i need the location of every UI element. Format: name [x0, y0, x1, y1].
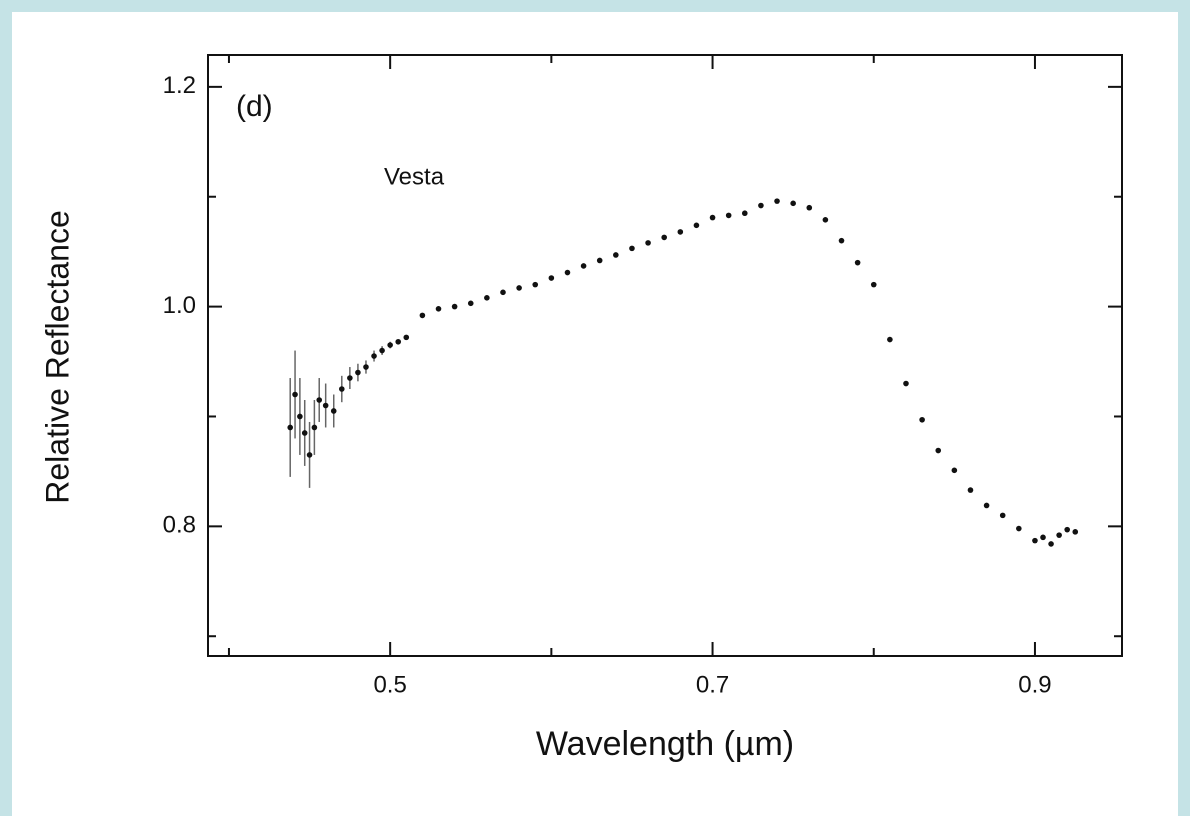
x-tick-label: 0.5	[373, 671, 406, 698]
data-point	[870, 281, 877, 288]
data-point	[725, 212, 732, 219]
data-point	[983, 502, 990, 509]
data-point	[596, 257, 603, 264]
data-point	[951, 467, 958, 474]
data-point	[967, 487, 974, 493]
x-axis-label: Wavelength (µm)	[536, 725, 794, 763]
data-point	[709, 214, 716, 221]
y-tick-label: 1.2	[163, 72, 196, 99]
data-point	[355, 369, 361, 376]
data-point	[919, 416, 925, 423]
data-point	[500, 289, 506, 296]
data-point	[1040, 534, 1046, 541]
data-point	[297, 413, 303, 420]
data-point	[758, 202, 764, 209]
data-point	[371, 353, 377, 359]
data-point	[693, 222, 700, 229]
data-point	[1016, 525, 1022, 532]
y-axis-label: Relative Reflectance	[39, 210, 75, 503]
data-point	[887, 336, 893, 343]
data-point	[1072, 529, 1079, 535]
data-point	[935, 447, 942, 454]
y-tick-label: 0.8	[163, 512, 196, 539]
data-point	[677, 229, 684, 235]
data-point	[287, 424, 294, 431]
data-point	[645, 240, 651, 246]
x-tick-label: 0.9	[1018, 671, 1051, 698]
data-point	[363, 364, 369, 370]
data-point	[322, 402, 329, 409]
data-point	[564, 269, 571, 276]
data-point	[435, 306, 442, 312]
data-point	[395, 338, 402, 345]
data-point	[774, 198, 780, 204]
data-point	[306, 452, 313, 458]
data-point	[379, 347, 385, 354]
data-point	[316, 397, 323, 403]
data-point	[613, 252, 619, 258]
data-point	[854, 259, 861, 266]
panel	[12, 12, 1178, 816]
data-point	[292, 391, 298, 398]
data-point	[311, 424, 318, 431]
data-point	[790, 200, 796, 207]
data-point	[338, 386, 345, 392]
data-point	[301, 430, 308, 436]
data-point	[532, 281, 539, 288]
data-point	[580, 263, 587, 269]
data-point	[467, 300, 474, 307]
data-point	[403, 334, 410, 341]
data-point	[822, 217, 829, 223]
data-point	[451, 303, 458, 310]
data-point	[548, 275, 555, 281]
annotation: Vesta	[384, 163, 445, 190]
data-point	[419, 312, 426, 319]
data-point	[347, 375, 353, 381]
data-point	[741, 210, 748, 217]
data-point	[1032, 537, 1038, 544]
data-point	[838, 237, 845, 244]
x-tick-label: 0.7	[696, 671, 729, 698]
y-tick-label: 1.0	[163, 292, 196, 319]
data-point	[1048, 541, 1054, 547]
data-point	[806, 204, 813, 211]
data-point	[629, 245, 635, 252]
plot-frame	[207, 54, 1123, 657]
data-point	[1064, 526, 1070, 533]
data-point	[999, 512, 1006, 519]
data-point	[661, 234, 667, 241]
data-point	[484, 295, 490, 301]
data-point	[903, 380, 909, 387]
annotation: (d)	[236, 90, 273, 123]
data-point	[1056, 532, 1062, 538]
data-point	[516, 285, 522, 291]
data-point	[387, 342, 393, 348]
data-point	[330, 408, 337, 414]
